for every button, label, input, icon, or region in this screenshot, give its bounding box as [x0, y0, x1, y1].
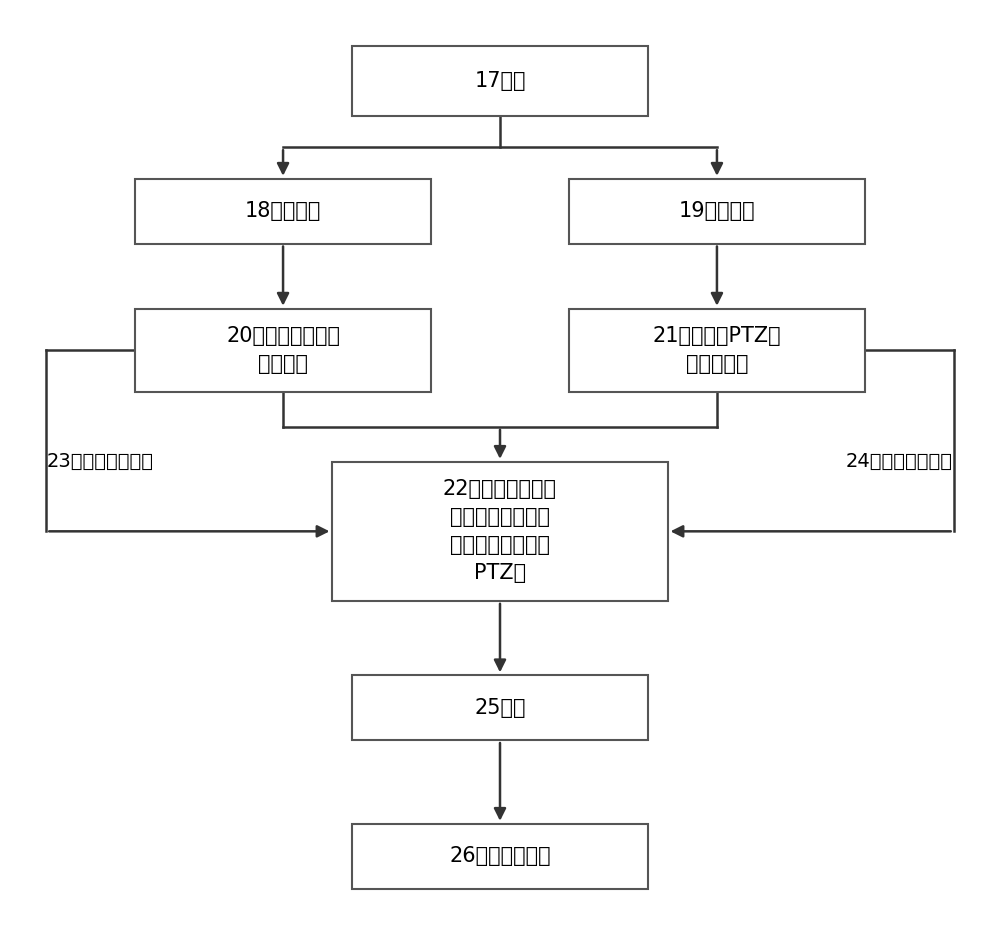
FancyBboxPatch shape [352, 46, 648, 116]
Text: 18登陆枪机: 18登陆枪机 [245, 202, 321, 221]
Text: 23重复此过程四次: 23重复此过程四次 [47, 452, 154, 471]
FancyBboxPatch shape [332, 462, 668, 601]
FancyBboxPatch shape [135, 309, 431, 392]
Text: 20在枪机画面上点
一标志物: 20在枪机画面上点 一标志物 [226, 326, 340, 374]
FancyBboxPatch shape [569, 309, 865, 392]
Text: 25标定: 25标定 [474, 698, 526, 718]
FancyBboxPatch shape [352, 675, 648, 740]
Text: 19登陆球机: 19登陆球机 [679, 202, 755, 221]
FancyBboxPatch shape [569, 179, 865, 244]
Text: 24重复此过程四次: 24重复此过程四次 [846, 452, 953, 471]
FancyBboxPatch shape [135, 179, 431, 244]
Text: 26得到标定数据: 26得到标定数据 [449, 846, 551, 866]
Text: 22点击确定，得到
枪机画面中点的坐
标值和此时球机的
PTZ值: 22点击确定，得到 枪机画面中点的坐 标值和此时球机的 PTZ值 [443, 479, 557, 583]
Text: 21控制球机PTZ转
到对应位置: 21控制球机PTZ转 到对应位置 [653, 326, 781, 374]
Text: 17登陆: 17登陆 [474, 72, 526, 91]
FancyBboxPatch shape [352, 823, 648, 888]
